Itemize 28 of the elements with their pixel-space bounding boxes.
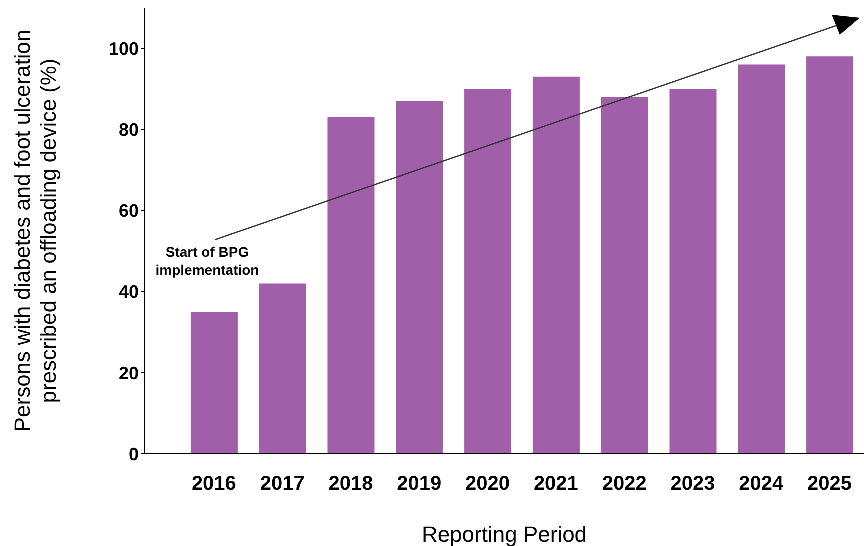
bar (601, 97, 648, 454)
x-tick-label: 2021 (534, 473, 578, 496)
y-tick-label: 100 (108, 38, 139, 59)
bar (396, 101, 444, 454)
x-tick-label: 2023 (670, 473, 716, 496)
bar (532, 76, 580, 454)
x-tick-label: 2022 (602, 473, 647, 496)
bar (259, 284, 306, 454)
bar (806, 56, 854, 454)
annotation: Start of BPG implementation (154, 243, 260, 279)
y-tick-label: 60 (118, 201, 139, 222)
y-tick-label: 20 (118, 363, 139, 384)
bar (738, 64, 786, 454)
x-tick-label: 2016 (192, 473, 236, 496)
bar (328, 117, 375, 454)
bar (190, 312, 238, 454)
x-tick-label: 2018 (328, 473, 374, 496)
y-tick-label: 80 (118, 120, 139, 140)
x-tick-label: 2020 (466, 473, 510, 496)
y-tick-label: 40 (118, 282, 139, 302)
y-tick-label: 0 (128, 444, 139, 464)
bar (464, 89, 512, 454)
x-tick-label: 2025 (808, 473, 852, 496)
bar (670, 89, 717, 454)
x-tick-label: 2017 (260, 473, 305, 496)
x-tick-label: 2019 (397, 473, 442, 496)
y-axis-title: Persons with diabetes and foot ulceration prescribed an offloading device (%) (10, 30, 61, 432)
x-tick-label: 2024 (739, 473, 785, 496)
